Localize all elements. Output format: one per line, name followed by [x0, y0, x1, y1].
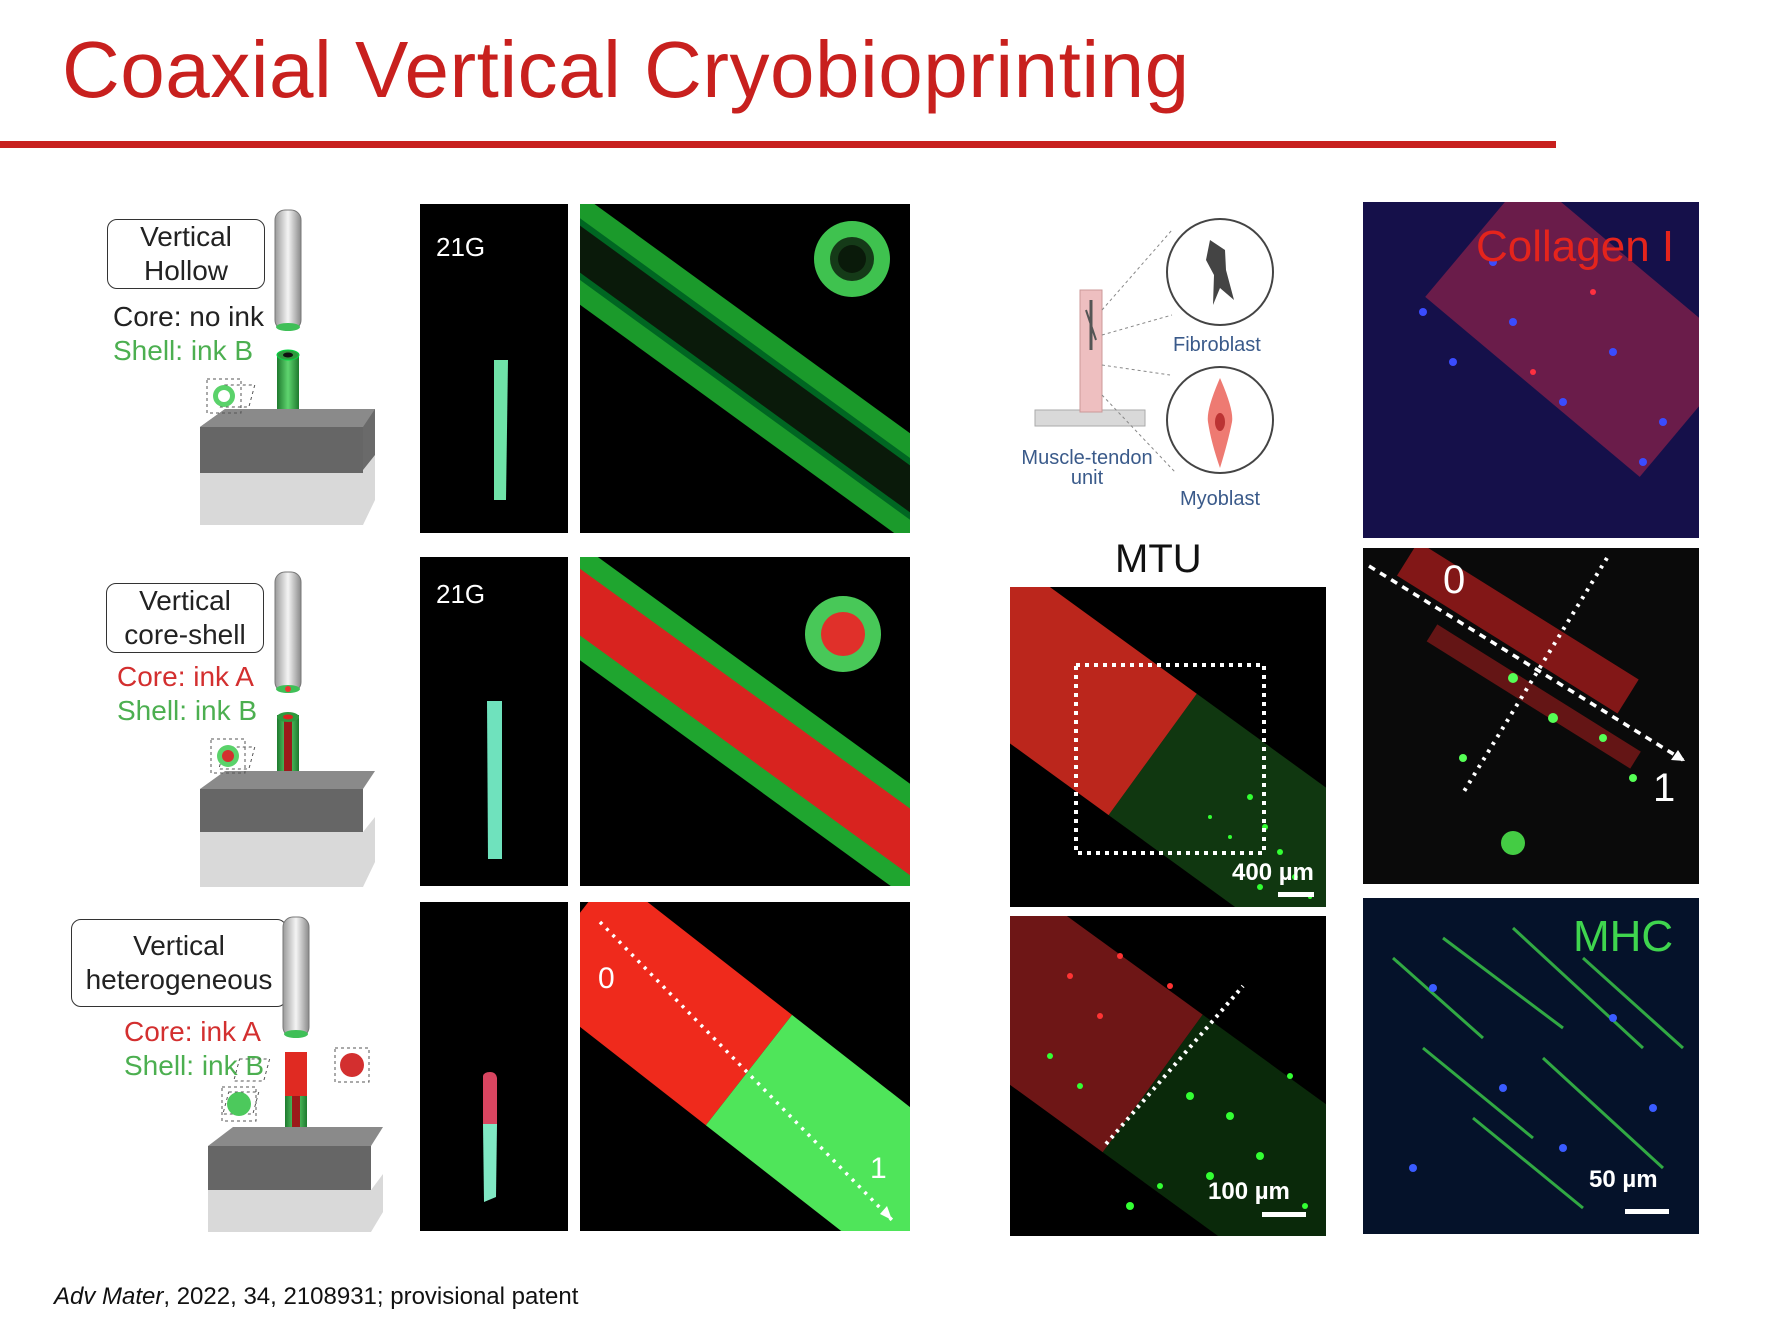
- row3-heterogeneous-fiber-image: [580, 902, 910, 1231]
- row2-shell-label: Shell: ink B: [117, 695, 258, 726]
- row2-cross-section-icon: [210, 738, 246, 774]
- fibroblast-label: Fibroblast: [1173, 334, 1261, 356]
- mtu-zoom-graphic: [1010, 916, 1326, 1236]
- mhc-graphic: [1363, 898, 1699, 1234]
- row1-tag: Vertical Hollow: [107, 219, 265, 289]
- row2-printer-illustration: [200, 571, 375, 887]
- row2-photo: 21G: [420, 557, 568, 886]
- row3-marker-start: 0: [598, 962, 615, 995]
- mhc-label: MHC: [1573, 912, 1674, 961]
- mtu-label-line2: unit: [1070, 467, 1104, 489]
- row1-gauge-label: 21G: [436, 232, 486, 262]
- row3-shell-label: Shell: ink B: [124, 1050, 265, 1081]
- reference: Adv Mater, 2022, 34, 2108931; provisiona…: [54, 1283, 578, 1311]
- row1-microscopy: [580, 204, 910, 533]
- mtu-label: Muscle-tendon unit: [1017, 448, 1157, 488]
- mtu-scale-400: 400 µm: [1232, 859, 1314, 886]
- row2-core-label: Core: ink A: [117, 661, 254, 692]
- reference-journal: Adv Mater: [54, 1283, 164, 1310]
- marker-image: 0 1: [1363, 548, 1699, 884]
- row3-marker-end: 1: [870, 1152, 887, 1185]
- row1-photo: 21G: [420, 204, 568, 533]
- row3-tag: Vertical heterogeneous: [71, 919, 287, 1007]
- mhc-image: MHC 50 µm: [1363, 898, 1699, 1234]
- row2-printed-tube: [487, 701, 502, 859]
- row1-tag-line2: Hollow: [143, 255, 229, 286]
- myoblast-label: Myoblast: [1180, 488, 1261, 510]
- slide-title: Coaxial Vertical Cryobioprinting: [62, 25, 1190, 114]
- collagen-image: Collagen I: [1363, 202, 1699, 538]
- stain-marker-start: 0: [1443, 558, 1466, 602]
- row1-printed-tube: [494, 360, 508, 500]
- row3-tag-line2: heterogeneous: [85, 964, 273, 995]
- row2-tag-line2: core-shell: [124, 619, 246, 650]
- collagen-graphic: [1363, 202, 1699, 538]
- row3-printer-illustration: [208, 916, 383, 1232]
- mtu-heading: MTU: [1115, 537, 1202, 581]
- marker-graphic: [1363, 548, 1699, 884]
- row2-tag-line1: Vertical: [139, 585, 231, 616]
- mtu-label-line1: Muscle-tendon: [1021, 447, 1153, 469]
- row3-photo: [420, 902, 568, 1231]
- mtu-diagram: [1034, 218, 1274, 474]
- title-underline: [0, 141, 1556, 148]
- row1-core-label: Core: no ink: [113, 301, 264, 332]
- row1-cross-section-icon: [206, 378, 242, 414]
- row3-tag-line1: Vertical: [133, 930, 225, 961]
- row3-microscopy: 0 1: [580, 902, 910, 1231]
- row2-microscopy: [580, 557, 910, 886]
- collagen-label: Collagen I: [1476, 222, 1675, 271]
- row2-gauge-label: 21G: [436, 579, 486, 609]
- row1-shell-label: Shell: ink B: [113, 335, 254, 366]
- mtu-scale-100: 100 µm: [1208, 1178, 1290, 1205]
- row3-core-label: Core: ink A: [124, 1016, 261, 1047]
- row2-tag: Vertical core-shell: [106, 583, 264, 653]
- stain-marker-end: 1: [1653, 766, 1676, 810]
- row3-red-cross-section-icon: [334, 1047, 370, 1083]
- mtu-zoom-image: 100 µm: [1010, 916, 1326, 1236]
- row3-printed-tube: [483, 1072, 497, 1202]
- mtu-overview-image: 400 µm: [1010, 587, 1326, 907]
- row1-hollow-fiber-image: [580, 204, 910, 533]
- mtu-overview-graphic: [1010, 587, 1326, 907]
- row2-core-shell-fiber-image: [580, 557, 910, 886]
- row3-green-cross-section-icon: [221, 1086, 257, 1122]
- reference-details: , 2022, 34, 2108931; provisional patent: [163, 1283, 579, 1310]
- mhc-scale: 50 µm: [1589, 1166, 1658, 1193]
- row1-tag-line1: Vertical: [140, 221, 232, 252]
- row1-printer-illustration: [200, 209, 375, 525]
